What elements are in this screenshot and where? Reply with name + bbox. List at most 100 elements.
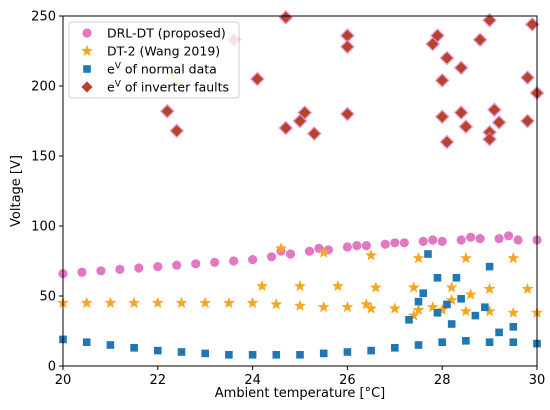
series-3	[59, 250, 541, 359]
y-tick-label: 250	[31, 10, 56, 25]
data-point-star	[104, 296, 117, 309]
data-point-star	[294, 299, 306, 311]
data-point-square	[433, 274, 442, 282]
data-point-square	[296, 351, 304, 359]
data-point-diamond	[441, 136, 453, 148]
data-point-star	[317, 301, 330, 313]
data-point-circle	[466, 232, 476, 242]
data-point-square	[462, 337, 470, 345]
legend-item: DT-2 (Wang 2019)	[81, 44, 220, 59]
data-point-star	[426, 301, 439, 313]
data-point-star	[199, 296, 212, 309]
data-point-square	[130, 344, 138, 352]
legend-marker	[83, 65, 91, 73]
data-point-square	[481, 303, 489, 311]
data-point-circle	[456, 235, 466, 245]
data-point-square	[495, 328, 503, 337]
data-point-square	[405, 316, 413, 324]
data-point-star	[175, 296, 188, 309]
data-point-square	[447, 320, 456, 328]
data-point-circle	[475, 234, 485, 244]
data-point-diamond	[493, 116, 505, 128]
data-point-square	[154, 346, 162, 355]
x-tick-label: 22	[150, 373, 167, 388]
data-point-diamond	[436, 74, 448, 86]
data-point-square	[391, 344, 399, 352]
data-point-square	[82, 338, 91, 346]
data-point-star	[460, 252, 472, 264]
data-point-square	[106, 341, 115, 349]
data-point-square	[438, 338, 446, 346]
y-tick-label: 50	[39, 290, 56, 305]
data-point-diamond	[431, 30, 444, 42]
data-point-circle	[352, 241, 362, 251]
y-tick-label: 200	[31, 80, 56, 95]
data-point-diamond	[294, 115, 306, 127]
plot-marks	[57, 10, 545, 359]
data-point-circle	[172, 260, 182, 270]
data-point-star	[464, 288, 477, 300]
data-point-diamond	[488, 104, 500, 116]
data-point-square	[414, 341, 423, 349]
legend-label: DRL-DT (proposed)	[107, 26, 226, 41]
x-tick-label: 30	[529, 373, 546, 388]
data-point-diamond	[436, 111, 448, 123]
data-point-diamond	[280, 122, 292, 134]
data-point-diamond	[299, 107, 311, 119]
data-point-star	[360, 298, 373, 310]
data-point-star	[128, 296, 140, 309]
data-point-square	[177, 348, 186, 356]
data-point-square	[272, 351, 281, 359]
axis-ticks: 20 22 24 26 28 30 0 50 100 150 200 250	[31, 10, 545, 389]
data-point-square	[509, 323, 518, 331]
data-point-circle	[134, 263, 144, 273]
y-tick-label: 0	[48, 360, 56, 375]
data-point-square	[414, 297, 423, 306]
data-point-square	[419, 289, 428, 297]
data-point-star	[412, 252, 425, 264]
data-point-diamond	[427, 38, 439, 50]
data-point-circle	[153, 262, 163, 272]
legend-item: DRL-DT (proposed)	[82, 26, 226, 41]
data-point-square	[343, 348, 352, 356]
data-point-square	[424, 250, 432, 258]
data-point-circle	[285, 249, 296, 259]
data-point-star	[445, 294, 458, 306]
data-point-diamond	[251, 73, 263, 85]
legend-marker	[81, 44, 93, 57]
x-tick-label: 24	[244, 373, 261, 388]
legend: DRL-DT (proposed) DT-2 (Wang 2019) eV of n…	[68, 21, 240, 99]
data-point-star	[275, 242, 287, 254]
data-point-circle	[361, 241, 371, 251]
data-point-star	[412, 303, 425, 316]
data-point-circle	[248, 255, 258, 265]
y-axis-label: Voltage [V]	[9, 155, 24, 227]
x-tick-label: 20	[55, 373, 72, 388]
data-point-circle	[191, 259, 201, 269]
data-point-star	[246, 296, 259, 309]
data-point-diamond	[341, 108, 353, 120]
data-point-circle	[96, 266, 106, 276]
data-point-star	[369, 281, 382, 293]
data-point-diamond	[484, 133, 496, 145]
data-point-diamond	[521, 115, 534, 127]
data-point-diamond	[484, 14, 496, 26]
data-point-circle	[342, 242, 352, 252]
data-point-diamond	[521, 72, 534, 84]
data-point-diamond	[441, 52, 453, 64]
data-point-diamond	[474, 34, 486, 46]
legend-item: eV of inverter faults	[81, 80, 229, 95]
data-point-square	[433, 309, 442, 317]
data-point-star	[80, 296, 93, 309]
x-tick-label: 26	[339, 373, 356, 388]
data-point-square	[225, 351, 233, 359]
data-point-star	[507, 252, 520, 264]
data-point-circle	[390, 238, 400, 248]
data-point-square	[248, 351, 257, 359]
data-point-star	[460, 305, 472, 317]
data-point-diamond	[460, 121, 472, 133]
data-point-square	[201, 349, 209, 358]
data-point-diamond	[341, 30, 353, 42]
data-point-square	[443, 300, 451, 309]
